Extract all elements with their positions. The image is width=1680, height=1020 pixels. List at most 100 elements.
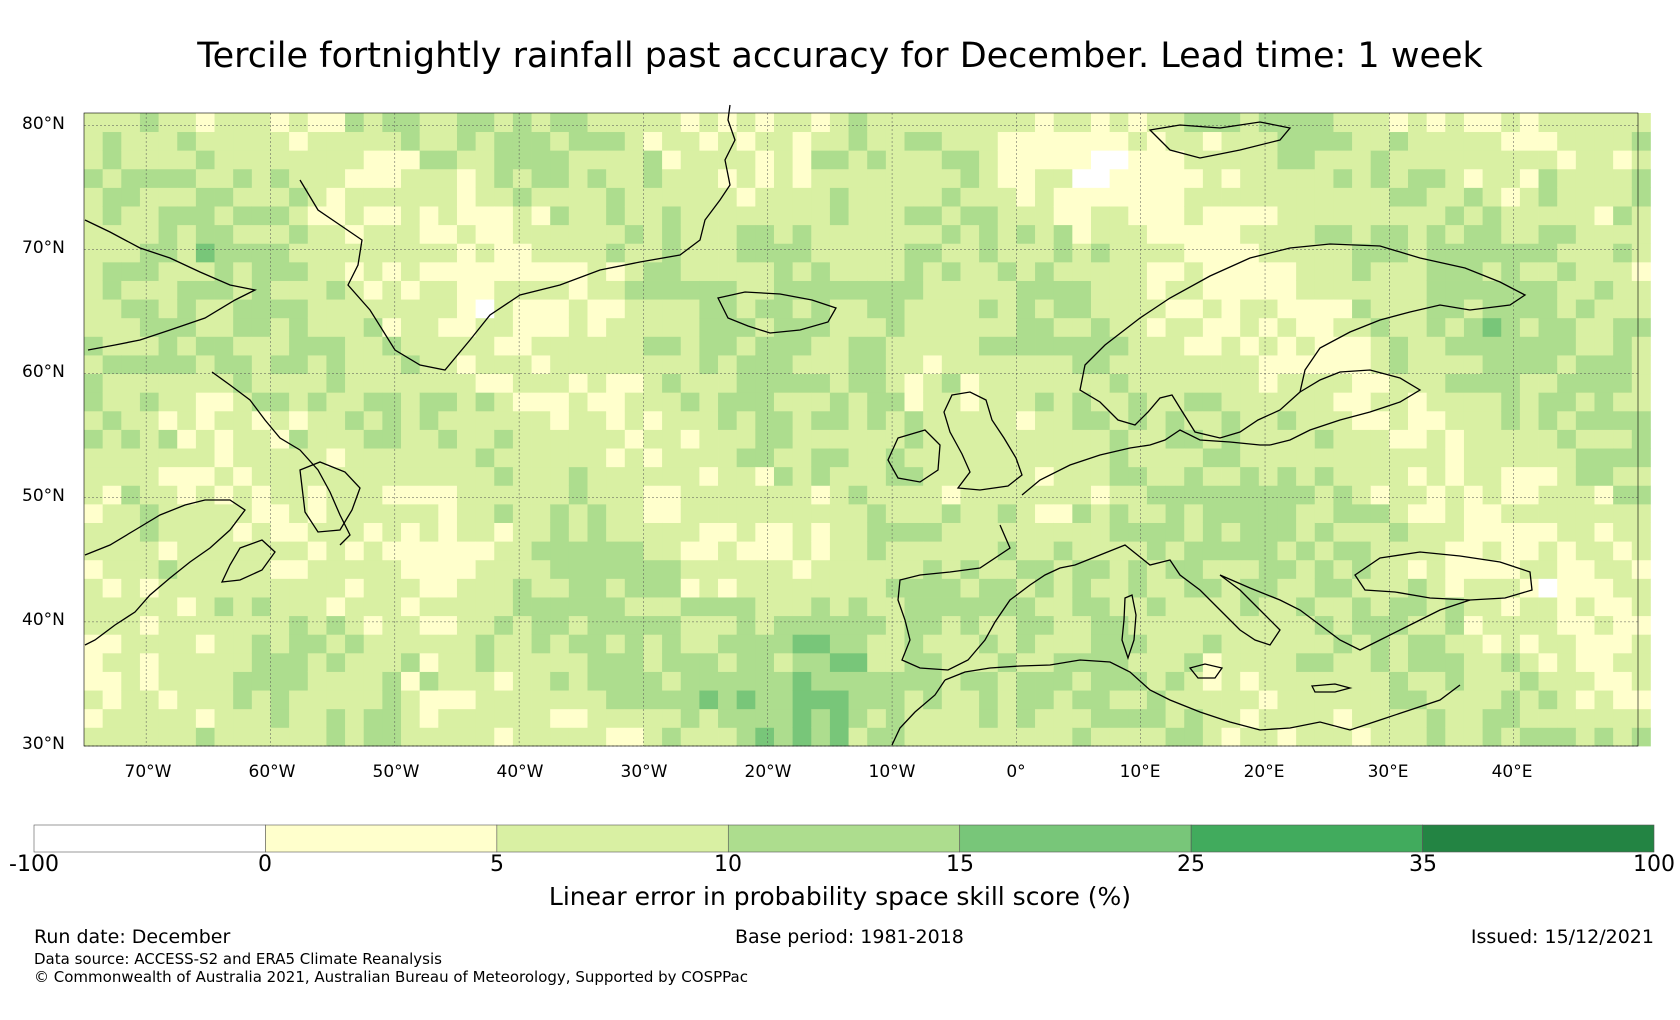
skill-cell bbox=[1053, 224, 1073, 244]
skill-cell bbox=[1352, 541, 1372, 561]
skill-cell bbox=[177, 113, 197, 133]
skill-cell bbox=[270, 299, 290, 319]
skill-cell bbox=[773, 448, 794, 468]
skill-cell bbox=[1109, 373, 1129, 393]
skill-cell bbox=[979, 671, 999, 691]
skill-cell bbox=[438, 522, 458, 542]
skill-cell bbox=[139, 522, 159, 542]
skill-cell bbox=[177, 299, 197, 319]
skill-cell bbox=[979, 541, 999, 561]
skill-cell bbox=[1594, 187, 1614, 207]
skill-cell bbox=[326, 131, 346, 151]
skill-cell bbox=[1184, 671, 1204, 691]
skill-cell bbox=[848, 671, 868, 691]
skill-cell bbox=[718, 224, 738, 244]
skill-cell bbox=[1463, 243, 1483, 263]
skill-cell bbox=[1053, 113, 1073, 133]
skill-cell bbox=[1445, 727, 1465, 747]
skill-cell bbox=[1202, 485, 1222, 505]
skill-cell bbox=[531, 466, 551, 486]
skill-cell bbox=[755, 597, 775, 617]
baffin-coast bbox=[84, 219, 257, 351]
skill-cell bbox=[121, 317, 141, 337]
skill-cell bbox=[1501, 448, 1521, 468]
skill-cell bbox=[139, 727, 159, 747]
skill-cell bbox=[1538, 280, 1558, 300]
skill-cell bbox=[1408, 243, 1428, 263]
skill-cell bbox=[1613, 317, 1633, 337]
skill-cell bbox=[1258, 727, 1278, 747]
skill-cell bbox=[1501, 708, 1521, 728]
morocco-coast bbox=[891, 679, 946, 746]
skill-cell bbox=[587, 224, 607, 244]
skill-cell bbox=[1296, 150, 1316, 170]
skill-cell bbox=[84, 113, 104, 133]
skill-cell bbox=[1258, 113, 1278, 133]
iberia-coast bbox=[897, 524, 1076, 671]
skill-cell bbox=[1296, 597, 1316, 617]
skill-cell bbox=[829, 597, 849, 617]
skill-cell bbox=[419, 392, 439, 412]
skill-cell bbox=[643, 113, 663, 133]
skill-cell bbox=[624, 187, 644, 207]
skill-cell bbox=[289, 559, 309, 579]
skill-cell bbox=[102, 559, 122, 579]
skill-cell bbox=[568, 131, 588, 151]
skill-cell bbox=[792, 429, 812, 449]
skill-cell bbox=[550, 690, 570, 710]
skill-cell bbox=[1165, 522, 1185, 542]
skill-cell bbox=[736, 429, 756, 449]
skill-cell bbox=[270, 355, 290, 375]
skill-cell bbox=[792, 597, 812, 617]
skill-cell bbox=[177, 224, 197, 244]
skill-cell bbox=[1445, 150, 1465, 170]
skill-cell bbox=[1370, 485, 1390, 505]
skill-cell bbox=[680, 708, 700, 728]
skill-cell bbox=[401, 727, 421, 747]
skill-cell bbox=[606, 466, 626, 486]
skill-cell bbox=[643, 410, 663, 430]
skill-cell bbox=[643, 243, 663, 263]
skill-cell bbox=[475, 336, 495, 356]
skill-cell bbox=[512, 522, 532, 542]
skill-cell bbox=[997, 299, 1017, 319]
skill-cell bbox=[251, 671, 271, 691]
skill-cell bbox=[1109, 503, 1129, 523]
skill-cell bbox=[1538, 373, 1558, 393]
skill-cell bbox=[512, 243, 532, 263]
skill-cell bbox=[960, 671, 980, 691]
skill-cell bbox=[736, 280, 756, 300]
skill-cell bbox=[923, 336, 943, 356]
skill-cell bbox=[531, 355, 551, 375]
skill-cell bbox=[456, 373, 477, 393]
skill-cell bbox=[718, 597, 738, 617]
skill-cell bbox=[456, 727, 477, 747]
skill-cell bbox=[829, 336, 849, 356]
graticule bbox=[84, 113, 1638, 747]
skill-cell bbox=[1202, 206, 1222, 226]
skill-cell bbox=[1613, 113, 1633, 133]
skill-cell bbox=[214, 597, 234, 617]
skill-cell bbox=[997, 727, 1017, 747]
skill-cell bbox=[568, 448, 588, 468]
skill-cell bbox=[680, 671, 700, 691]
skill-cell bbox=[1370, 224, 1390, 244]
skill-cell bbox=[587, 559, 607, 579]
skill-cell bbox=[680, 597, 700, 617]
skill-cell bbox=[568, 206, 588, 226]
skill-cell bbox=[1631, 671, 1651, 691]
skill-cell bbox=[401, 336, 421, 356]
skill-cell bbox=[158, 503, 178, 523]
skill-cell bbox=[251, 317, 271, 337]
skill-cell bbox=[1519, 224, 1539, 244]
skill-cell bbox=[270, 261, 290, 281]
skill-cell bbox=[177, 261, 197, 281]
skill-cell bbox=[1184, 429, 1204, 449]
skill-cell bbox=[1128, 559, 1148, 579]
skill-cell bbox=[1426, 280, 1446, 300]
skill-cell bbox=[1221, 410, 1241, 430]
skill-cell bbox=[867, 727, 887, 747]
skill-cell bbox=[941, 541, 961, 561]
skill-cell bbox=[885, 131, 905, 151]
skill-cell bbox=[1482, 485, 1502, 505]
